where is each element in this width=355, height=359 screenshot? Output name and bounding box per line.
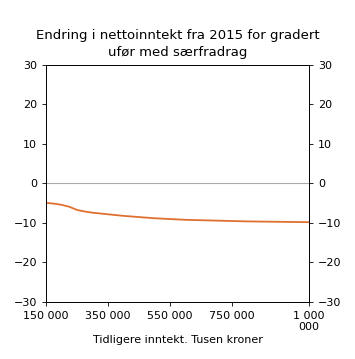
Title: Endring i nettoinntekt fra 2015 for gradert
ufør med særfradrag: Endring i nettoinntekt fra 2015 for grad…: [36, 29, 319, 59]
X-axis label: Tidligere inntekt. Tusen kroner: Tidligere inntekt. Tusen kroner: [93, 335, 262, 345]
